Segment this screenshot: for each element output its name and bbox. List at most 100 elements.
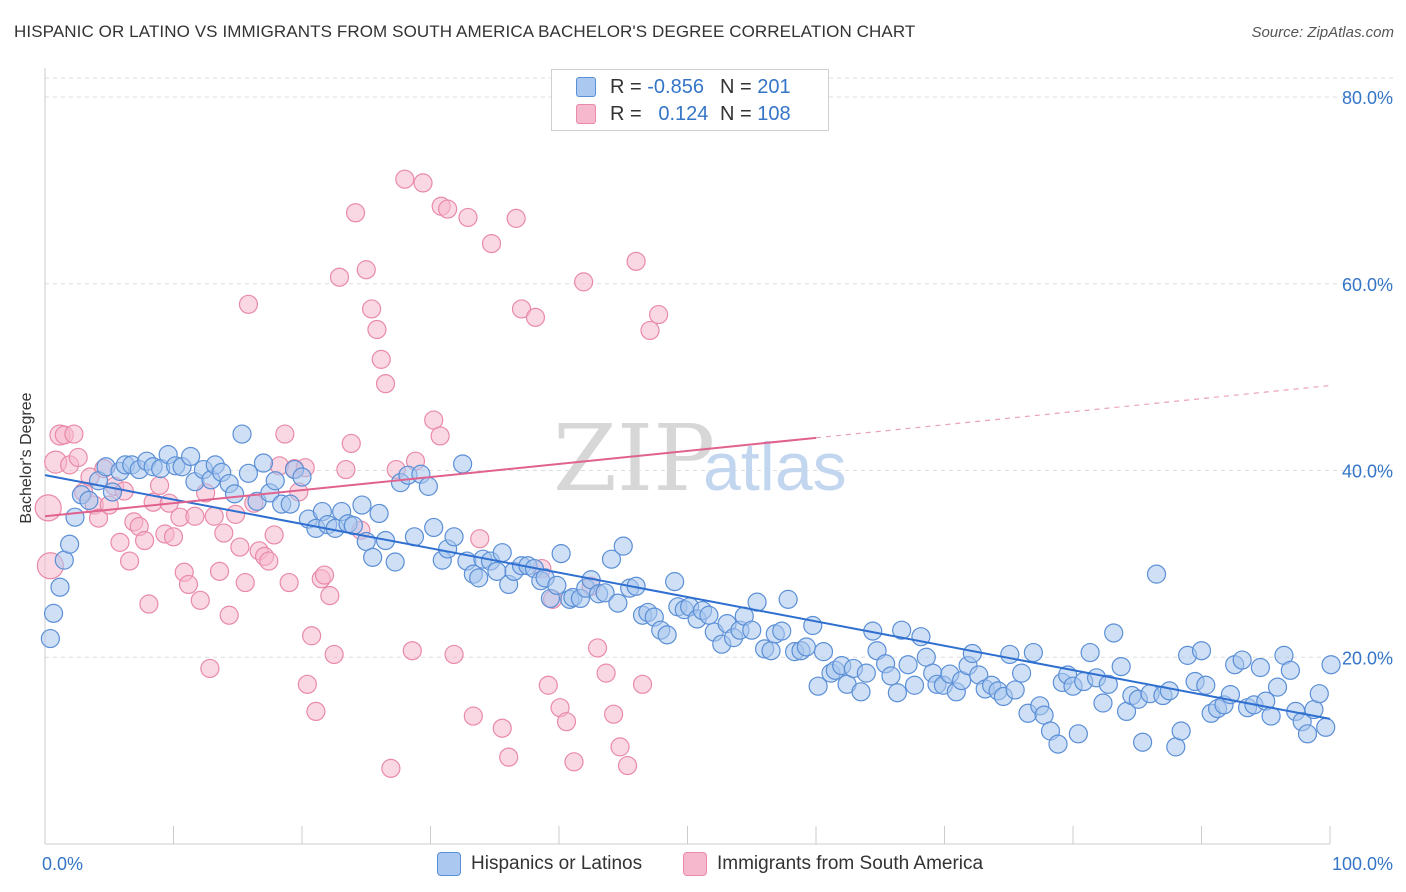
data-point-hispanics	[1005, 680, 1025, 700]
bottom-legend-swatch-blue	[437, 852, 461, 876]
data-point-hispanics	[608, 593, 628, 613]
data-point-immigrants	[214, 523, 234, 543]
legend-r: R = -0.856	[610, 75, 704, 98]
data-point-immigrants	[204, 506, 224, 526]
legend-swatch-blue	[576, 77, 596, 97]
data-point-immigrants	[320, 586, 340, 606]
data-point-hispanics	[808, 676, 828, 696]
x-tick-label: 100.0%	[1332, 854, 1393, 874]
data-point-hispanics	[224, 484, 245, 504]
data-point-hispanics	[492, 543, 512, 563]
data-point-hispanics	[253, 453, 274, 473]
data-point-immigrants	[306, 701, 326, 722]
data-point-immigrants	[362, 299, 382, 319]
data-point-hispanics	[742, 620, 762, 640]
data-point-immigrants	[413, 173, 433, 193]
bottom-legend-label: Hispanics or Latinos	[471, 853, 643, 874]
data-point-immigrants	[88, 508, 109, 528]
y-tick-label: 60.0%	[1342, 275, 1393, 295]
bottom-legend-hispanics: Hispanics or Latinos	[437, 852, 642, 876]
data-point-hispanics	[1093, 693, 1113, 713]
data-point-immigrants	[134, 530, 155, 551]
data-point-immigrants	[149, 475, 170, 496]
data-point-hispanics	[60, 534, 80, 554]
data-point-hispanics	[547, 575, 567, 595]
data-point-hispanics	[292, 467, 312, 487]
data-point-hispanics	[418, 476, 438, 496]
chart-title: HISPANIC OR LATINO VS IMMIGRANTS FROM SO…	[14, 22, 916, 41]
data-point-immigrants	[481, 233, 502, 254]
y-tick-label: 40.0%	[1342, 462, 1393, 482]
data-point-hispanics	[796, 637, 816, 657]
trend-lines	[44, 384, 1331, 720]
data-point-immigrants	[110, 532, 130, 552]
trend-line-immigrants	[44, 436, 817, 518]
data-point-hispanics	[813, 642, 834, 662]
data-point-immigrants	[68, 447, 88, 468]
data-point-immigrants	[219, 605, 239, 625]
data-point-hispanics	[1166, 737, 1186, 757]
data-point-immigrants	[163, 527, 184, 547]
y-axis-label: Bachelor's Degree	[18, 392, 35, 524]
legend-n: N = 108	[720, 102, 791, 125]
data-point-hispanics	[1068, 724, 1088, 744]
data-point-hispanics	[424, 517, 444, 538]
data-point-hispanics	[778, 589, 798, 609]
data-point-hispanics	[1196, 675, 1216, 695]
data-point-hispanics	[1133, 732, 1153, 752]
data-point-immigrants	[564, 752, 584, 772]
data-point-hispanics	[892, 620, 912, 640]
bottom-legend-label: Immigrants from South America	[717, 853, 984, 874]
data-point-hispanics	[856, 663, 876, 683]
data-point-hispanics	[761, 641, 781, 661]
data-point-hispanics	[887, 683, 907, 703]
data-point-immigrants	[64, 424, 84, 444]
tick-labels: 20.0% 40.0% 60.0% 80.0% 0.0% 100.0%	[42, 88, 1393, 874]
data-point-immigrants	[556, 712, 577, 732]
data-point-hispanics	[102, 482, 123, 502]
data-point-immigrants	[525, 307, 546, 327]
data-point-hispanics	[265, 471, 285, 491]
data-point-hispanics	[699, 605, 719, 625]
y-tick-label: 20.0%	[1342, 648, 1393, 668]
data-point-hispanics	[1146, 564, 1167, 584]
data-point-immigrants	[604, 704, 624, 724]
data-point-immigrants	[200, 658, 220, 679]
data-point-hispanics	[40, 628, 60, 649]
data-point-immigrants	[34, 494, 62, 522]
data-point-hispanics	[601, 549, 622, 569]
data-point-immigrants	[279, 572, 299, 593]
data-point-hispanics	[1111, 656, 1131, 677]
data-point-hispanics	[238, 463, 259, 483]
data-point-immigrants	[341, 433, 361, 454]
data-point-hispanics	[595, 583, 615, 603]
data-point-hispanics	[898, 655, 918, 675]
data-point-hispanics	[352, 495, 372, 515]
data-point-hispanics	[65, 507, 85, 527]
data-point-hispanics	[444, 527, 464, 547]
data-point-hispanics	[1267, 677, 1288, 697]
data-point-hispanics	[1104, 623, 1124, 643]
legend-n: N = 201	[720, 75, 791, 98]
data-point-hispanics	[1321, 655, 1341, 675]
data-point-immigrants	[511, 299, 532, 319]
data-point-immigrants	[610, 737, 630, 757]
data-point-immigrants	[259, 551, 279, 571]
data-point-immigrants	[297, 674, 317, 694]
data-point-immigrants	[264, 525, 284, 545]
data-point-hispanics	[1000, 644, 1020, 665]
data-point-hispanics	[181, 446, 201, 467]
data-point-hispanics	[453, 454, 473, 474]
data-point-hispanics	[385, 552, 405, 572]
data-point-immigrants	[632, 674, 653, 694]
data-point-hispanics	[1159, 681, 1179, 701]
data-point-immigrants	[238, 294, 259, 314]
legend-swatch-pink	[576, 104, 596, 124]
grid-lines	[45, 77, 1393, 658]
data-point-immigrants	[626, 251, 646, 271]
data-point-immigrants	[356, 260, 376, 280]
data-point-hispanics	[50, 577, 70, 597]
data-point-hispanics	[551, 544, 571, 564]
data-point-immigrants	[458, 207, 478, 228]
data-point-immigrants	[139, 594, 159, 614]
